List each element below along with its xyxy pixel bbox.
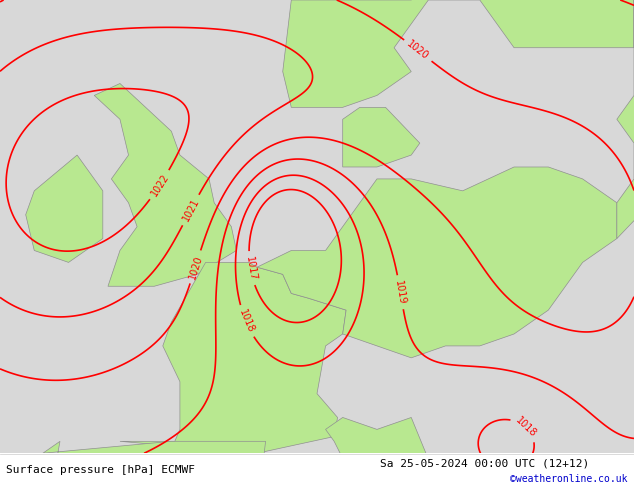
Text: Sa 25-05-2024 00:00 UTC (12+12): Sa 25-05-2024 00:00 UTC (12+12): [380, 459, 590, 468]
Polygon shape: [94, 83, 236, 286]
Text: Surface pressure [hPa] ECMWF: Surface pressure [hPa] ECMWF: [6, 465, 195, 475]
Polygon shape: [43, 441, 266, 490]
Text: 1020: 1020: [187, 254, 204, 280]
Polygon shape: [617, 0, 634, 239]
Text: 1020: 1020: [405, 39, 430, 62]
Polygon shape: [326, 417, 514, 490]
Text: 1021: 1021: [181, 197, 201, 223]
Polygon shape: [343, 107, 420, 167]
Text: 1018: 1018: [514, 416, 538, 440]
Text: 1018: 1018: [236, 308, 256, 335]
Text: 1017: 1017: [243, 255, 257, 281]
Polygon shape: [120, 263, 346, 453]
Polygon shape: [283, 0, 634, 107]
Text: 1022: 1022: [149, 172, 171, 198]
Polygon shape: [26, 155, 103, 263]
Text: ©weatheronline.co.uk: ©weatheronline.co.uk: [510, 474, 628, 485]
Polygon shape: [257, 167, 617, 358]
Text: 1019: 1019: [394, 279, 408, 305]
